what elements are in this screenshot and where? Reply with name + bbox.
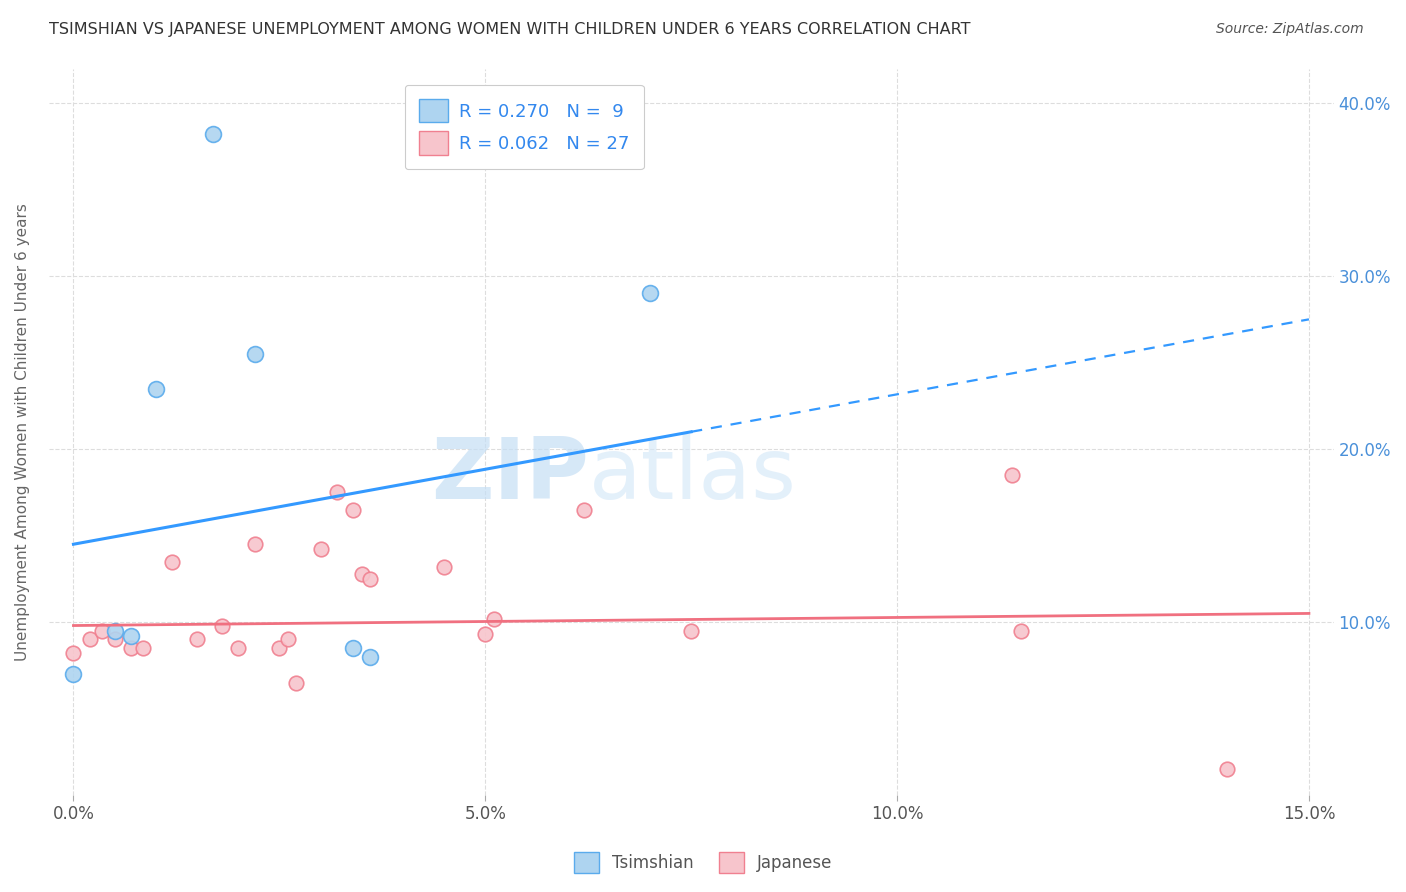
Point <box>62 667 84 681</box>
Point <box>1001 468 1024 483</box>
Point <box>326 485 349 500</box>
Point <box>1010 624 1032 638</box>
Point <box>243 347 266 361</box>
Text: Source: ZipAtlas.com: Source: ZipAtlas.com <box>1216 22 1364 37</box>
Point <box>284 675 307 690</box>
Point <box>1215 762 1237 776</box>
Legend: Tsimshian, Japanese: Tsimshian, Japanese <box>567 846 839 880</box>
Point <box>638 286 661 301</box>
Legend: R = 0.270   N =  9, R = 0.062   N = 27: R = 0.270 N = 9, R = 0.062 N = 27 <box>405 85 644 169</box>
Y-axis label: Unemployment Among Women with Children Under 6 years: Unemployment Among Women with Children U… <box>15 202 30 661</box>
Point <box>120 629 142 643</box>
Point <box>342 502 364 516</box>
Text: TSIMSHIAN VS JAPANESE UNEMPLOYMENT AMONG WOMEN WITH CHILDREN UNDER 6 YEARS CORRE: TSIMSHIAN VS JAPANESE UNEMPLOYMENT AMONG… <box>49 22 970 37</box>
Point <box>120 640 142 655</box>
Point <box>145 382 167 396</box>
Point <box>202 128 225 142</box>
Point <box>162 555 184 569</box>
Point <box>572 502 595 516</box>
Text: ZIP: ZIP <box>430 434 588 516</box>
Point <box>132 640 155 655</box>
Point <box>350 566 373 581</box>
Point <box>211 618 233 632</box>
Text: atlas: atlas <box>588 434 796 516</box>
Point <box>104 632 127 647</box>
Point <box>433 559 456 574</box>
Point <box>269 640 291 655</box>
Point <box>482 612 505 626</box>
Point <box>79 632 101 647</box>
Point <box>186 632 208 647</box>
Point <box>104 624 127 638</box>
Point <box>474 627 496 641</box>
Point <box>681 624 703 638</box>
Point <box>62 646 84 660</box>
Point <box>243 537 266 551</box>
Point <box>91 624 114 638</box>
Point <box>309 542 332 557</box>
Point <box>342 640 364 655</box>
Point <box>277 632 299 647</box>
Point <box>359 649 381 664</box>
Point <box>226 640 249 655</box>
Point <box>359 572 381 586</box>
